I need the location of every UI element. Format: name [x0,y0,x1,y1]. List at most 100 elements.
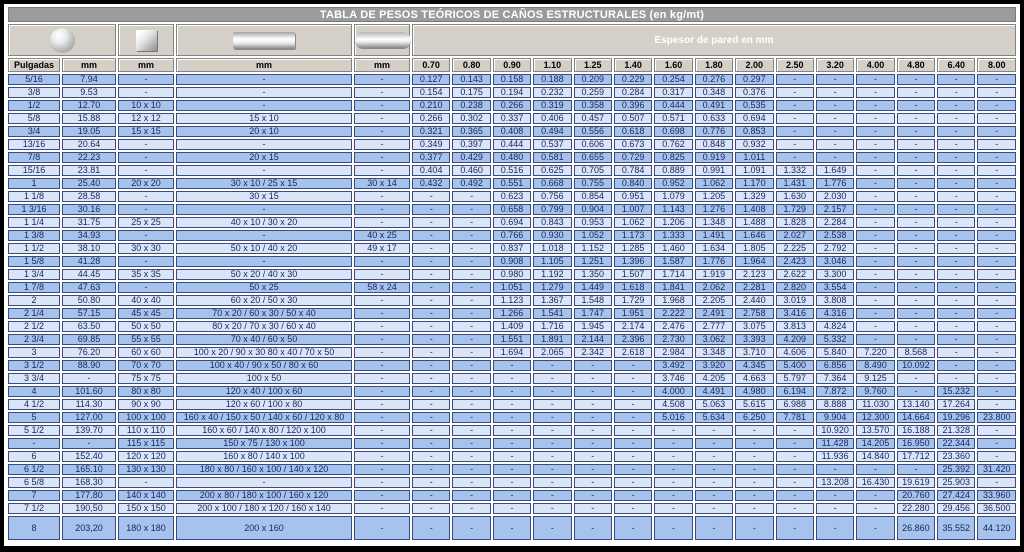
table-cell: - [937,334,976,345]
table-cell: - [896,178,936,189]
table-cell: - [775,100,814,111]
square-tube-icon [135,29,157,51]
table-cell: - [354,152,410,163]
table-cell: - [452,282,491,293]
table-cell: - [176,87,352,98]
table-cell: 152.40 [62,451,116,462]
table-cell: 1.205 [694,191,734,202]
table-cell: - [977,451,1016,462]
table-cell: 1.716 [533,321,572,332]
table-cell: 1.729 [613,295,653,306]
table-cell: 47.63 [62,282,116,293]
table-cell: 1.206 [654,217,693,228]
table-cell: - [856,113,895,124]
table-cell: 25.903 [937,477,976,488]
table-cell: 26.860 [896,516,936,540]
table-cell: - [937,113,976,124]
table-cell: - [354,126,410,137]
table-cell: 2.157 [815,204,855,215]
table-cell: 6 5/8 [8,477,60,488]
table-cell: 1/2 [8,100,60,111]
table-cell: - [856,243,895,254]
table-cell: 30 x 14 [354,178,410,189]
table-cell: 100 x 100 [118,412,174,423]
table-cell: 0.658 [492,204,532,215]
table-cell: 115 x 115 [118,438,174,449]
table-cell: - [856,139,895,150]
table-cell: 0.507 [613,113,653,124]
table-cell: 3.393 [735,334,774,345]
table-cell: - [977,230,1016,241]
table-row: - -115 x 115 150 x 75 / 130 x 100- - - - - - - - -… [8,438,1016,449]
table-cell: 15.232 [937,386,976,397]
table-cell: - [896,295,936,306]
table-row: 2 3/4 69.85 55 x 55 70 x 40 / 60 x 50- - -1.5… [8,334,1016,345]
table-cell: - [735,477,774,488]
table-cell: 5.016 [654,412,693,423]
table-cell: 140 x 140 [118,490,174,501]
table-cell: 1.805 [735,243,774,254]
column-header: 2.50 [775,58,814,72]
table-cell: - [412,360,451,371]
table-cell: - [412,399,451,410]
table-cell: 0.953 [573,217,612,228]
table-row: 8 203,20 180 x 180 200 x 160- - - - - - - - - - - - -26… [8,516,1016,540]
table-cell: 1.551 [492,334,532,345]
table-cell: - [354,217,410,228]
table-cell: 4 1/2 [8,399,60,410]
table-cell: 2.225 [775,243,814,254]
table-cell: - [856,165,895,176]
column-header: mm [354,58,410,72]
table-cell: 110 x 110 [118,425,174,436]
column-header: 0.80 [452,58,491,72]
table-cell: - [533,399,572,410]
table-cell: 2.476 [654,321,693,332]
table-cell: 0.358 [573,100,612,111]
column-header: 3.20 [815,58,855,72]
table-cell: - [452,230,491,241]
table-cell: 8.888 [815,399,855,410]
table-cell: - [896,126,936,137]
table-cell: - [977,321,1016,332]
table-cell: 0.843 [533,217,572,228]
table-cell: 36.500 [977,503,1016,514]
table-cell: - [815,490,855,501]
table-cell: - [977,243,1016,254]
table-cell: 16.188 [896,425,936,436]
table-cell: - [977,399,1016,410]
table-cell: - [354,386,410,397]
table-cell: 0.143 [452,74,491,85]
table-cell: - [533,516,572,540]
table-cell: - [896,87,936,98]
table-cell: - [896,308,936,319]
column-header: 0.90 [492,58,532,72]
table-row: 6 152.40 120 x 120 160 x 80 / 140 x 100- - - -… [8,451,1016,462]
table-cell: - [118,139,174,150]
table-cell: - [412,295,451,306]
table-cell: - [533,503,572,514]
table-cell: 6.194 [775,386,814,397]
table-cell: 3 3/4 [8,373,60,384]
column-header: 1.40 [613,58,653,72]
table-cell: - [533,451,572,462]
table-cell: 1.091 [735,165,774,176]
table-cell: - [613,412,653,423]
table-cell: 0.848 [694,139,734,150]
table-cell: 0.404 [412,165,451,176]
table-cell: - [533,386,572,397]
table-cell: - [452,477,491,488]
table-cell: - [533,438,572,449]
table-cell: - [354,438,410,449]
table-cell: 1.192 [533,269,572,280]
table-cell: 1 [8,178,60,189]
table-cell: 1.332 [775,165,814,176]
table-cell: 0.799 [533,204,572,215]
table-cell: 23.800 [977,412,1016,423]
table-cell: 13.140 [896,399,936,410]
table-cell: 0.266 [492,100,532,111]
table-cell: 0.932 [735,139,774,150]
table-cell: - [412,373,451,384]
table-cell: 2.342 [573,347,612,358]
table-cell: 1.919 [694,269,734,280]
table-cell: - [977,360,1016,371]
